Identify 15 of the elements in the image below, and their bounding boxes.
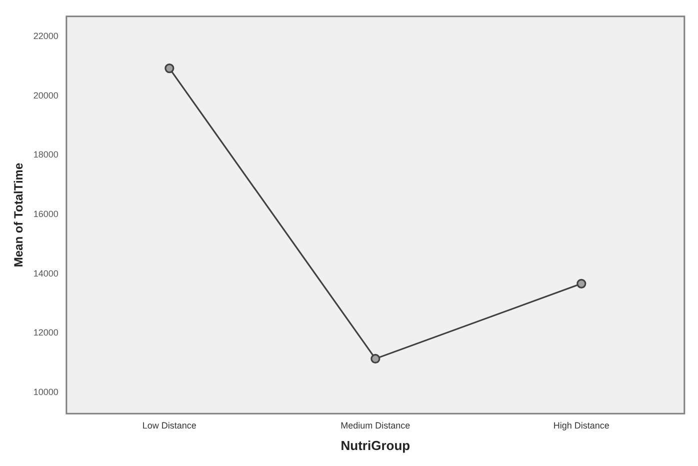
point (370, 354, 380, 364)
x-tick-label: Low Distance (142, 420, 196, 430)
x-axis-title: NutriGroup (340, 438, 410, 453)
y-tick-label: 22000 (33, 31, 58, 42)
y-tick-label: 14000 (33, 268, 58, 278)
point (164, 64, 174, 74)
y-tick-label: 18000 (33, 150, 58, 160)
x-tick-label: Medium Distance (340, 420, 410, 430)
y-tick-label: 16000 (33, 209, 58, 220)
x-tick-label: High Distance (553, 420, 610, 430)
point (576, 278, 586, 288)
y-axis-title: Mean of TotalTime (12, 162, 26, 268)
y-tick-label: 20000 (33, 90, 58, 100)
y-tick-label: 10000 (33, 387, 58, 398)
y-tick-label: 12000 (33, 328, 58, 338)
